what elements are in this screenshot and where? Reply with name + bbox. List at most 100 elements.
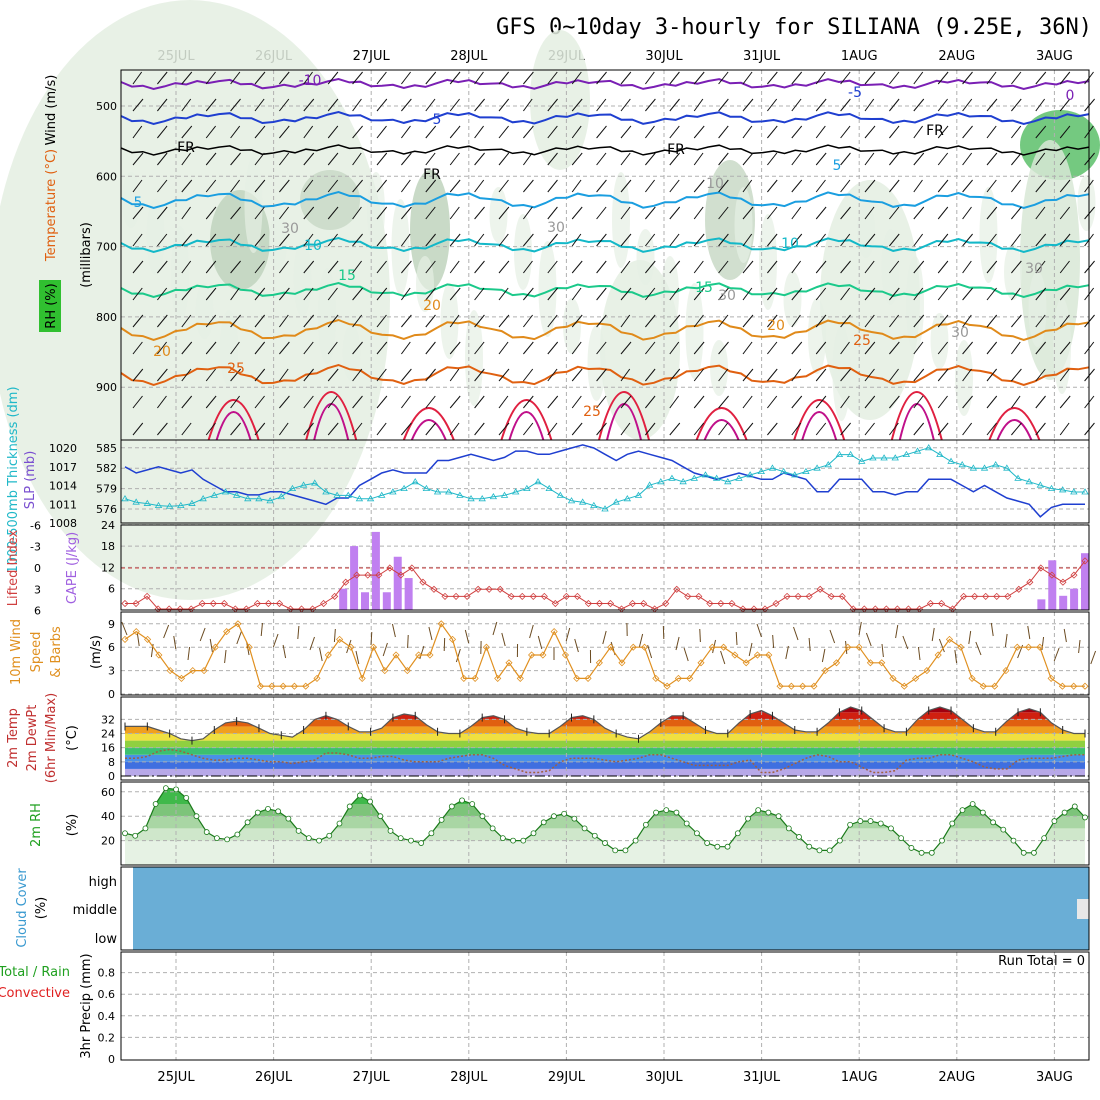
wind-barb [571,206,583,220]
wind-barb [376,206,388,220]
wind10m-speed-point [991,682,999,690]
wind-barb [474,233,485,247]
wind10m-speed-point [121,635,129,643]
wind-barb [815,422,827,436]
y-tick-label: 3 [108,665,115,678]
wind-barb [913,368,925,382]
rh-point [979,809,986,816]
wind-barb [742,314,754,328]
wind10m-panel: 0 3 6 9 10m Wind Speed & Barbs (m/s) [9,611,1097,701]
wind-barb [1035,206,1046,220]
wind-barb [523,314,534,328]
wind-barb [400,233,411,247]
warm-arch-contour [305,391,358,441]
wind-barb [376,152,388,166]
y-tick-label: 576 [96,503,117,516]
wind-barb [1059,341,1071,355]
wind10m-speed-point [618,659,626,667]
y-tick-label: 500 [96,100,117,113]
thickness-point [679,478,687,485]
wind-barb [596,422,607,436]
wind-barb [596,71,607,85]
wind10m-barb [391,623,396,638]
wind-barb [327,152,339,166]
wind-barb [693,125,705,139]
wind-barb [425,233,436,247]
rh-shade [661,256,679,332]
thickness-point [511,488,520,495]
rh-shade [906,256,924,352]
contour-label: 30 [281,221,299,237]
bottom-date-label: 27JUL [353,1070,391,1085]
wind10m-speed-point [358,674,366,682]
thickness-point [947,457,955,464]
rh-point [367,798,374,805]
wind-barb [132,341,143,355]
contour-label: FR [423,167,441,183]
thickness-point [311,479,319,486]
slp-thickness-panel: 576 579 582 585 1008 1011 1014 1017 1020 1000-500… [6,386,1090,574]
wind-barb [596,287,607,301]
thickness-point [523,484,531,491]
wind-barb [230,260,241,274]
wind-barb [937,98,948,112]
contour-label: 30 [951,325,969,341]
lifted-index-point [452,592,460,600]
rh-point [632,837,639,844]
thickness-point [165,502,174,509]
rh-point [561,810,568,817]
cape-bar [339,588,348,610]
wind10m-speed-point [268,682,276,690]
wind-barb [913,179,923,193]
wind-barb [157,260,168,274]
y-tick-label: 0 [108,770,115,783]
wind-barb [596,368,607,382]
top-date-label: 1AUG [841,49,878,64]
rh-shade [636,229,655,285]
rh-shade [0,0,390,600]
wind-barb [327,395,338,409]
wind-barb [230,98,241,112]
wind-barb [669,233,680,247]
lifted-index-point [827,592,835,600]
wind10m-speed-point [256,682,265,690]
contour-label: FR [667,142,685,158]
lifted-index-point [684,592,692,600]
wind-barb [352,71,363,85]
lifted-index-point [937,599,946,608]
rh-shade [881,229,900,305]
wind-barb [1035,368,1046,382]
wind10m-speed-point [584,674,592,682]
wind-barb [596,179,607,193]
lifted-index-point [562,592,570,600]
bottom-date-label: 28JUL [450,1070,488,1085]
bottom-date-axis: 25JUL 26JUL 27JUL 28JUL 29JUL 30JUL 31JUL 1AUG 2… [157,1070,1072,1085]
wind-barb [889,71,900,85]
rh-point [438,816,445,823]
y-axis-label: 2m DewPt [25,705,40,772]
wind-barb [254,395,265,409]
wind10m-speed-point [855,643,863,651]
wind10m-speed-point [550,628,558,636]
wind-barb [937,341,949,355]
wind-barb [718,233,729,247]
contour-label: 15 [338,268,356,284]
wind-barb [669,179,680,193]
wind-barb [742,233,753,247]
wind10m-speed-point [482,643,490,651]
lifted-index-point [342,578,350,586]
rh-point [591,832,598,839]
wind10m-speed-point [313,674,321,682]
wind10m-speed-point [900,682,908,690]
cloud-level-label: low [95,932,118,947]
wind10m-barb [902,635,909,650]
cape-bar [350,546,359,610]
wind-barb [840,125,851,139]
wind10m-speed-point [302,682,310,690]
wind10m-speed-point [381,667,389,675]
lifted-index-point [386,564,394,572]
wind-barb [230,341,240,355]
wind-barb [791,71,803,85]
wind-barb [547,98,558,112]
wind10m-barb [968,630,972,645]
